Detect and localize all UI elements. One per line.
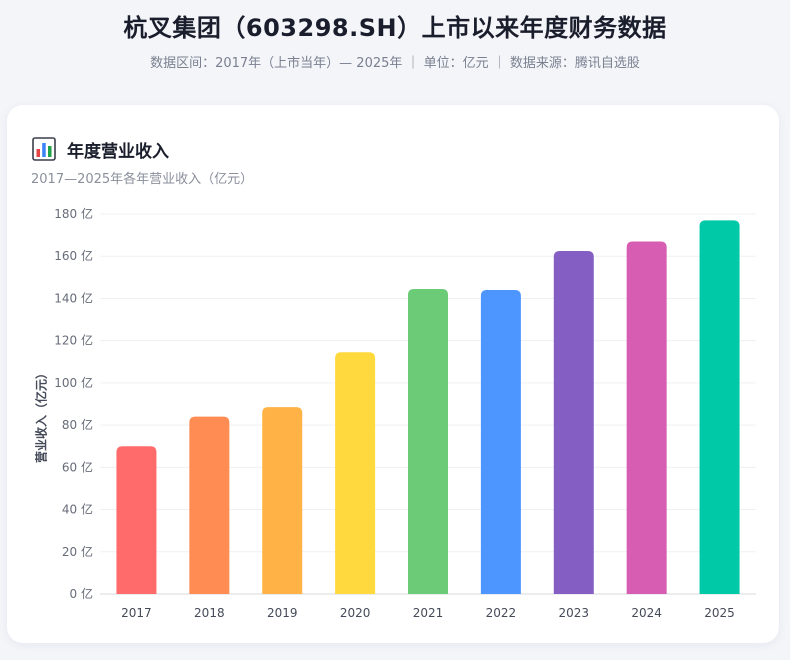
x-tick-label: 2020 xyxy=(340,606,371,620)
x-tick-label: 2017 xyxy=(121,606,152,620)
bar-chart-icon xyxy=(32,137,56,161)
bar-2022 xyxy=(480,290,521,594)
bar-2024 xyxy=(626,241,667,594)
x-tick-label: 2022 xyxy=(486,606,517,620)
x-tick-label: 2025 xyxy=(704,606,735,620)
page-title: 杭叉集团（603298.SH）上市以来年度财务数据 xyxy=(123,14,667,42)
y-tick-label: 140 亿 xyxy=(54,290,93,305)
y-tick-label: 80 亿 xyxy=(62,417,93,432)
x-tick-label: 2021 xyxy=(413,606,444,620)
bar-2023 xyxy=(553,250,594,594)
bar-2021 xyxy=(408,288,448,594)
bar-2019 xyxy=(262,407,303,594)
y-tick-label: 160 亿 xyxy=(54,248,93,263)
revenue-bar-chart: 0 亿 20 亿 40 亿 60 亿 80 亿 100 亿 120 亿 140 亿 160 亿 1… xyxy=(54,206,756,620)
card-title: 年度营业收入 xyxy=(67,141,169,162)
y-tick-label: 100 亿 xyxy=(54,375,93,390)
y-tick-label: 40 亿 xyxy=(62,502,93,517)
y-tick-label: 20 亿 xyxy=(62,544,93,559)
y-tick-label: 120 亿 xyxy=(54,333,93,348)
x-tick-label: 2023 xyxy=(559,606,590,620)
bar-2017 xyxy=(116,446,157,594)
y-tick-label: 180 亿 xyxy=(54,206,93,221)
bar-2018 xyxy=(189,416,230,594)
card-subtitle: 2017—2025年各年营业收入（亿元） xyxy=(31,172,254,187)
x-tick-label: 2019 xyxy=(267,606,298,620)
card-header: 年度营业收入 xyxy=(32,136,169,162)
y-tick-label: 60 亿 xyxy=(62,459,93,474)
x-tick-label: 2024 xyxy=(631,606,662,620)
revenue-chart-card: 年度营业收入 2017—2025年各年营业收入（亿元） 营业收入（亿元） 0 亿… xyxy=(7,105,779,643)
page-subtitle: 数据区间：2017年（上市当年）— 2025年 ｜ 单位：亿元 ｜ 数据来源：腾… xyxy=(150,56,640,71)
y-tick-label: 0 亿 xyxy=(70,586,93,601)
bar-2025 xyxy=(699,220,740,594)
x-tick-label: 2018 xyxy=(194,606,225,620)
bar-2020 xyxy=(335,352,376,594)
